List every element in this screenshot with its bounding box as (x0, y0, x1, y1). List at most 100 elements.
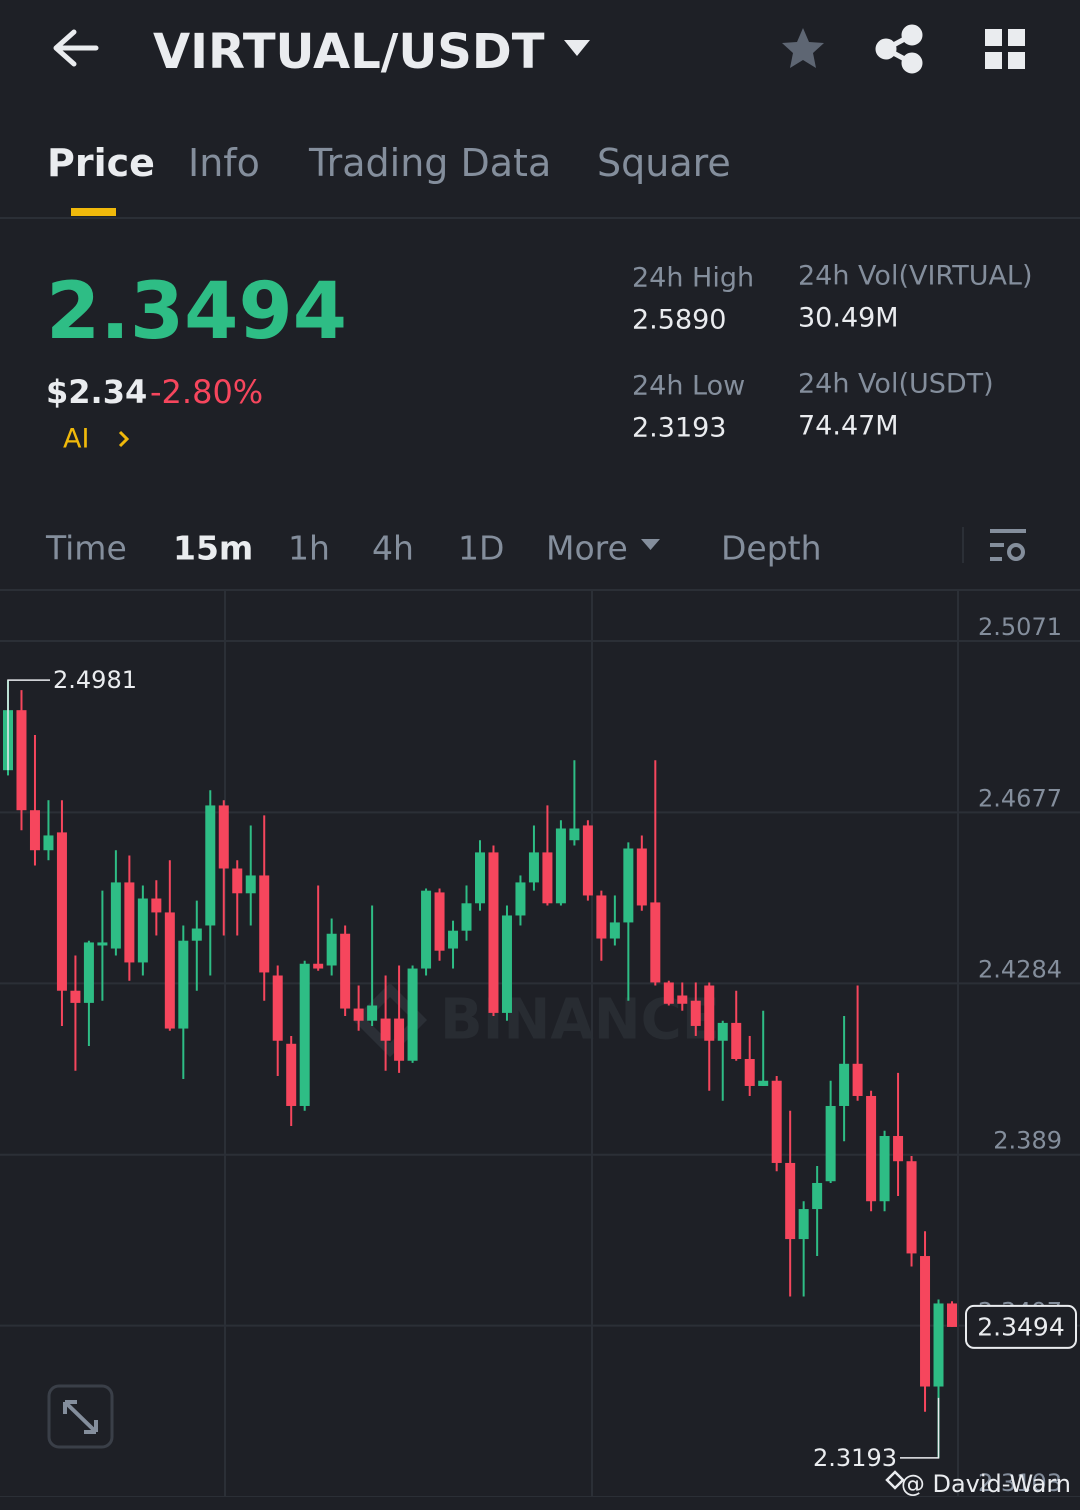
expand-button[interactable] (47, 1384, 114, 1449)
tag-arrow[interactable] (118, 430, 130, 448)
candle-body (825, 1105, 836, 1182)
candle-body (461, 903, 472, 931)
stat-value: 74.47M (798, 411, 899, 442)
candle-body (488, 852, 499, 1013)
y-tick-label: 2.5071 (978, 613, 1062, 641)
candle-body (852, 1063, 863, 1096)
y-tick-label: 2.4284 (978, 955, 1062, 983)
candle-body (380, 1018, 391, 1041)
candle-body (933, 1303, 944, 1387)
candle-body (164, 912, 175, 1029)
credit-logo (885, 1470, 905, 1490)
candle-body (421, 890, 432, 969)
candle-body (313, 963, 324, 969)
y-tick-label: 2.389 (993, 1127, 1062, 1155)
candle-body (245, 875, 256, 894)
low-marker-label: 2.3193 (813, 1444, 897, 1472)
candle-body (70, 990, 81, 1003)
stat-label: 24h Vol(USDT) (798, 369, 994, 400)
candle-body (717, 1022, 728, 1041)
interval[interactable]: Depth (721, 529, 822, 568)
interval[interactable]: 15m (173, 529, 253, 568)
candle-body (771, 1080, 782, 1163)
candle-body (29, 810, 40, 851)
back-button[interactable] (53, 29, 99, 67)
candle-body (259, 875, 270, 973)
candle-body (394, 1018, 405, 1061)
interval[interactable]: 1D (458, 529, 504, 568)
stat-value: 2.5890 (632, 305, 726, 336)
tab[interactable]: Trading Data (308, 141, 551, 185)
candle-body (528, 852, 539, 883)
tab[interactable]: Square (597, 141, 731, 185)
pair-title[interactable]: VIRTUAL/USDT (153, 24, 545, 80)
tab-indicator (71, 208, 116, 216)
candle-body (569, 828, 580, 841)
candle-body (232, 868, 243, 894)
last-price-label: 2.3494 (977, 1312, 1064, 1341)
candle-body (272, 975, 283, 1041)
stat-label: 24h Low (632, 371, 745, 402)
candle-body (515, 882, 526, 916)
candle-body (690, 1000, 701, 1026)
candle-body (16, 710, 27, 811)
y-tick-label: 2.4677 (978, 784, 1062, 812)
candle-body (191, 928, 202, 941)
candle-body (367, 1005, 378, 1021)
candle-body (83, 942, 94, 1003)
candle-body (286, 1043, 297, 1106)
interval[interactable]: Time (45, 529, 127, 568)
candlestick-chart: 2.50712.46772.42842.3892.34972.3103BINAN… (0, 591, 1080, 1510)
candle-body (137, 898, 148, 963)
candle-body (744, 1059, 755, 1086)
indicator-settings-icon[interactable] (990, 529, 1026, 561)
candle-body (97, 942, 108, 946)
candle-body (663, 982, 674, 1004)
more-dropdown[interactable] (641, 539, 660, 550)
candle-body (906, 1161, 917, 1254)
usd-price: $2.34 (46, 373, 147, 411)
favorite-icon[interactable] (782, 28, 824, 68)
interval[interactable]: More (546, 529, 628, 568)
stat-label: 24h Vol(VIRTUAL) (798, 261, 1033, 292)
pair-dropdown[interactable] (564, 40, 590, 56)
tab[interactable]: Price (47, 141, 155, 185)
candle-body (434, 892, 445, 951)
candle-body (448, 930, 459, 949)
candle-body (920, 1256, 931, 1387)
candle-body (326, 933, 337, 966)
low-marker-line (900, 1397, 940, 1459)
high-marker-label: 2.4981 (53, 666, 137, 694)
share-icon[interactable] (875, 24, 923, 74)
candle-body (582, 825, 593, 896)
interval[interactable]: 1h (288, 529, 330, 568)
candle-body (893, 1135, 904, 1162)
candle-body (758, 1080, 769, 1086)
tag[interactable]: AI (63, 424, 89, 455)
candle-body (785, 1162, 796, 1240)
candle-body (555, 828, 566, 904)
grid-menu-icon[interactable] (985, 29, 1025, 69)
candle-body (178, 940, 189, 1029)
candle-body (879, 1135, 890, 1202)
candle-body (704, 985, 715, 1041)
candle-body (151, 898, 162, 913)
interval[interactable]: 4h (372, 529, 414, 568)
candle-body (340, 933, 351, 1009)
candle-body (866, 1095, 877, 1202)
candle-body (677, 995, 688, 1004)
candle-body (205, 805, 216, 926)
candle-body (839, 1063, 850, 1106)
candle-body (947, 1303, 957, 1327)
candle-body (407, 968, 418, 1061)
candle-body (798, 1209, 809, 1240)
candle-body (110, 882, 121, 949)
tab[interactable]: Info (188, 141, 260, 185)
candle-body (501, 915, 512, 1013)
candle-body (299, 963, 310, 1106)
credit: @ David-Warn (901, 1470, 1071, 1498)
candle-body (731, 1022, 742, 1060)
